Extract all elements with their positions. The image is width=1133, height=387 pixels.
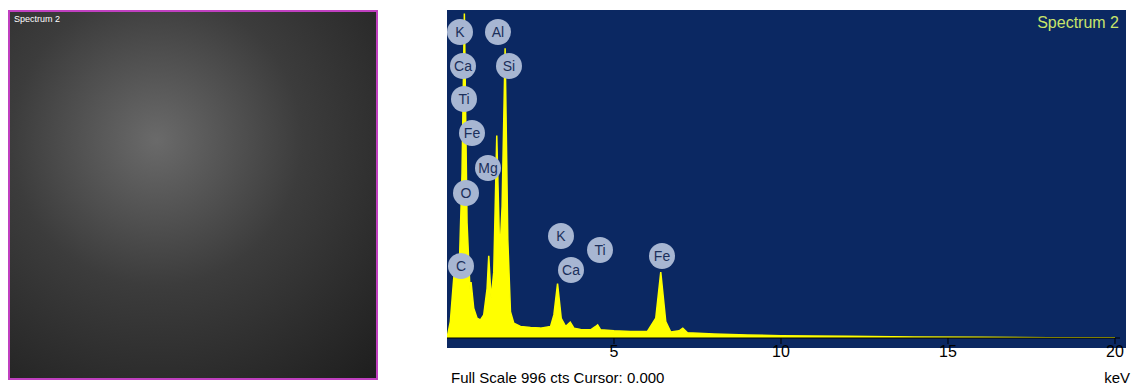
html-text:Fe: Fe xyxy=(653,248,671,264)
html-text:Ca: Ca xyxy=(562,262,580,278)
html-text:Full Scale 996 cts Cursor: 0.0: Full Scale 996 cts Cursor: 0.000 xyxy=(451,369,665,386)
html-text:Ti: Ti xyxy=(458,91,470,107)
html-text:O: O xyxy=(460,185,472,201)
svg-text:20: 20 xyxy=(1106,343,1124,360)
html-text:Ca: Ca xyxy=(454,58,472,74)
svg-text:5: 5 xyxy=(610,343,619,360)
html-text:K: K xyxy=(556,228,566,244)
html-text:Si: Si xyxy=(502,58,516,74)
html-text:Ti: Ti xyxy=(594,242,606,258)
html-text:Mg: Mg xyxy=(478,160,498,176)
svg-text:10: 10 xyxy=(772,343,790,360)
html-text:K: K xyxy=(455,24,465,40)
html-text:Spectrum 2: Spectrum 2 xyxy=(1037,14,1119,31)
html-text:Fe: Fe xyxy=(463,125,481,141)
html-text:Spectrum 2: Spectrum 2 xyxy=(14,14,60,24)
html-text:keV: keV xyxy=(1104,369,1130,386)
html-text:C: C xyxy=(455,258,467,274)
svg-text:15: 15 xyxy=(939,343,957,360)
html-text:Al: Al xyxy=(491,24,505,40)
